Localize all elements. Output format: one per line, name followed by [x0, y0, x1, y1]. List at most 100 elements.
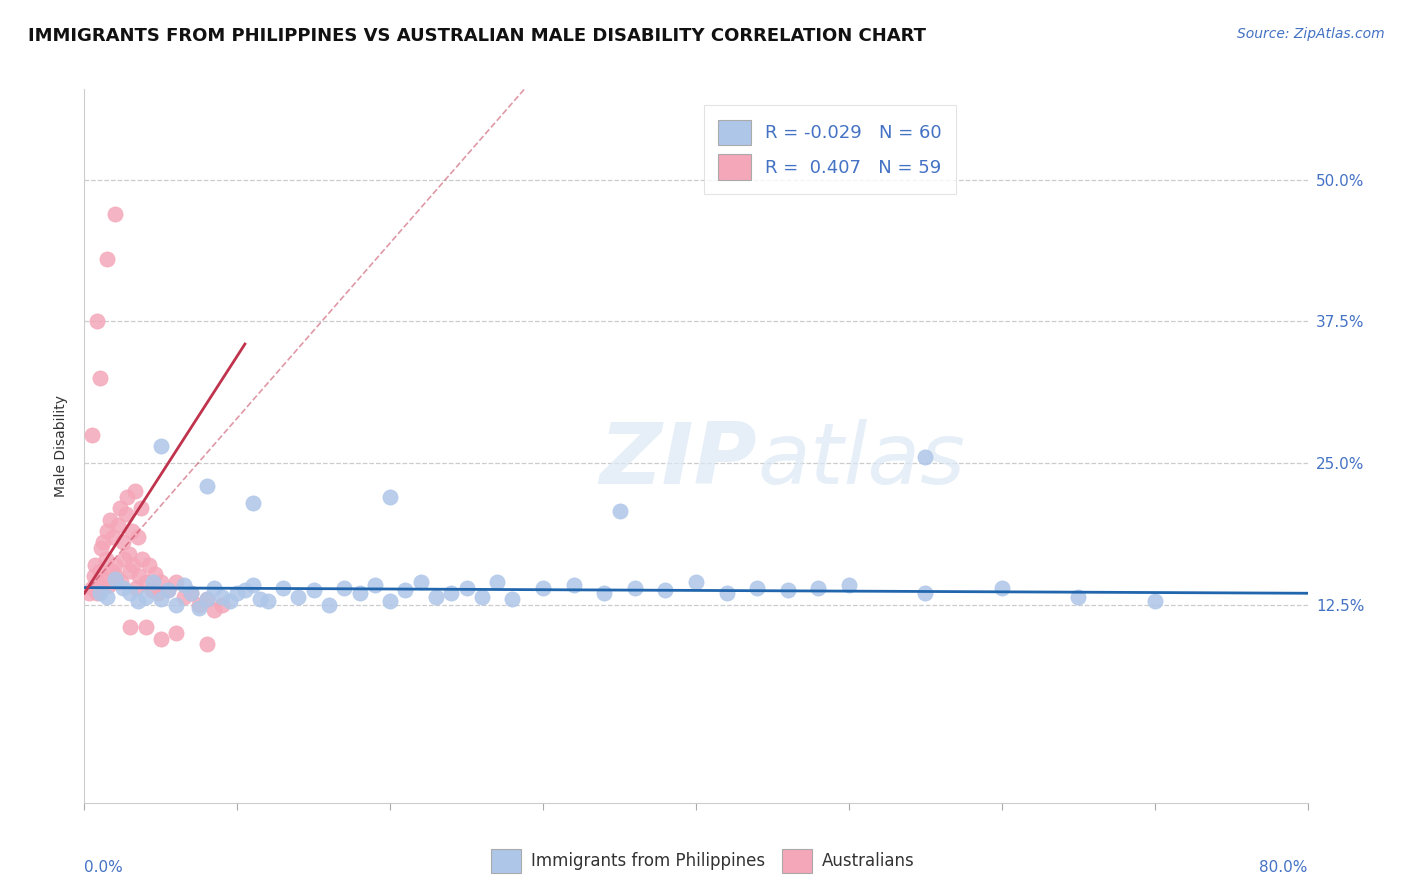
Point — [242, 495, 264, 509]
Point — [195, 591, 218, 606]
Point — [716, 586, 738, 600]
Point — [776, 582, 799, 597]
Point — [249, 591, 271, 606]
Point — [97, 578, 120, 592]
Point — [202, 603, 225, 617]
Point — [80, 427, 103, 442]
Point — [380, 490, 402, 504]
Point — [991, 581, 1014, 595]
Text: ZIP: ZIP — [599, 418, 758, 502]
Point — [456, 581, 478, 595]
Point — [218, 594, 240, 608]
Legend: R = -0.029   N = 60, R =  0.407   N = 59: R = -0.029 N = 60, R = 0.407 N = 59 — [703, 105, 956, 194]
Text: 80.0%: 80.0% — [1260, 860, 1308, 875]
Point — [112, 552, 135, 566]
Point — [149, 632, 172, 646]
Point — [211, 598, 233, 612]
Point — [111, 581, 134, 595]
Point — [127, 594, 149, 608]
Point — [654, 582, 676, 597]
Point — [165, 574, 187, 589]
Point — [91, 535, 114, 549]
Point — [89, 564, 111, 578]
Point — [394, 582, 416, 597]
Point — [624, 581, 647, 595]
Point — [593, 586, 616, 600]
Point — [195, 637, 218, 651]
Point — [173, 590, 195, 604]
Text: 0.0%: 0.0% — [84, 860, 124, 875]
Text: IMMIGRANTS FROM PHILIPPINES VS AUSTRALIAN MALE DISABILITY CORRELATION CHART: IMMIGRANTS FROM PHILIPPINES VS AUSTRALIA… — [28, 27, 927, 45]
Point — [226, 586, 249, 600]
Point — [349, 586, 371, 600]
Point — [1067, 590, 1090, 604]
Text: Source: ZipAtlas.com: Source: ZipAtlas.com — [1237, 27, 1385, 41]
Point — [271, 581, 294, 595]
Point — [120, 620, 142, 634]
Point — [86, 586, 108, 600]
Point — [110, 574, 132, 589]
Point — [124, 484, 146, 499]
Point — [107, 518, 129, 533]
Point — [914, 450, 936, 465]
Point — [138, 558, 160, 572]
Text: atlas: atlas — [758, 418, 965, 502]
Point — [380, 594, 402, 608]
Point — [195, 478, 218, 492]
Legend: Immigrants from Philippines, Australians: Immigrants from Philippines, Australians — [485, 842, 921, 880]
Point — [333, 581, 356, 595]
Point — [89, 586, 111, 600]
Point — [98, 513, 121, 527]
Point — [165, 598, 187, 612]
Point — [90, 541, 112, 555]
Point — [180, 586, 202, 600]
Point — [104, 558, 127, 572]
Y-axis label: Male Disability: Male Disability — [55, 395, 69, 497]
Point — [86, 314, 108, 328]
Point — [142, 574, 165, 589]
Point — [242, 578, 264, 592]
Point — [105, 569, 128, 583]
Point — [128, 569, 150, 583]
Point — [149, 439, 172, 453]
Point — [129, 501, 152, 516]
Point — [149, 591, 172, 606]
Point — [195, 591, 218, 606]
Point — [165, 626, 187, 640]
Point — [531, 581, 554, 595]
Point — [83, 569, 105, 583]
Point — [141, 582, 163, 597]
Point — [96, 524, 118, 538]
Point — [143, 566, 166, 581]
Point — [131, 552, 153, 566]
Point — [80, 581, 103, 595]
Point — [84, 558, 107, 572]
Point — [202, 581, 225, 595]
Point — [173, 578, 195, 592]
Point — [96, 252, 118, 266]
Point — [1143, 594, 1166, 608]
Point — [562, 578, 585, 592]
Point — [120, 564, 142, 578]
Point — [87, 574, 110, 589]
Point — [188, 601, 211, 615]
Point — [104, 572, 127, 586]
Point — [609, 503, 631, 517]
Point — [188, 598, 211, 612]
Point — [747, 581, 769, 595]
Point — [257, 594, 280, 608]
Point — [157, 582, 180, 597]
Point — [93, 572, 115, 586]
Point — [94, 552, 117, 566]
Point — [838, 578, 860, 592]
Point — [121, 524, 143, 538]
Point — [114, 507, 136, 521]
Point — [115, 490, 138, 504]
Point — [318, 598, 340, 612]
Point — [364, 578, 387, 592]
Point — [807, 581, 830, 595]
Point — [180, 586, 202, 600]
Point — [96, 590, 118, 604]
Point — [685, 574, 707, 589]
Point — [111, 535, 134, 549]
